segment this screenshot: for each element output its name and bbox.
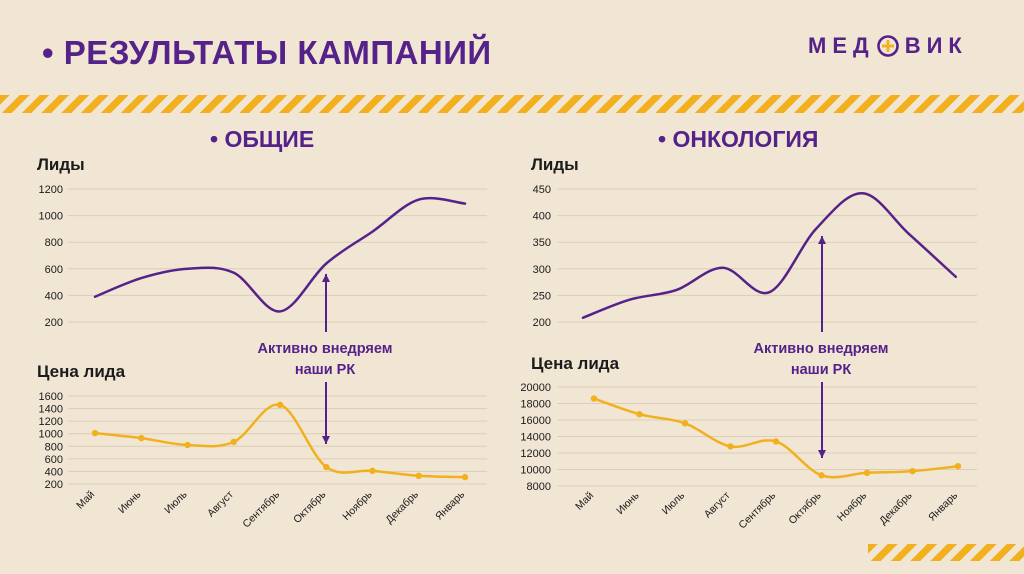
data-point <box>369 467 376 474</box>
data-point <box>415 472 422 480</box>
arrow-head <box>818 236 826 244</box>
brand-logo: МЕД ВИК <box>808 33 968 59</box>
y-tick-label: 600 <box>45 454 63 466</box>
x-tick-label: Август <box>702 490 733 521</box>
arrow-head <box>322 436 330 444</box>
chart-3: 200 250 300 350 400 450 <box>533 184 977 329</box>
data-point <box>138 434 145 442</box>
x-tick-label: Сентябрь <box>240 488 282 530</box>
data-point <box>276 401 284 408</box>
x-tick-label: Июнь <box>116 488 144 516</box>
data-point <box>323 463 330 471</box>
x-tick-label: Май <box>573 490 596 513</box>
data-point <box>461 473 469 481</box>
annotation-right-line2: наши РК <box>791 362 852 378</box>
y-tick-label: 1200 <box>39 184 63 196</box>
annotation-arrow-up-right <box>818 236 826 332</box>
data-point <box>636 411 643 418</box>
chart-1: 200 400 600 800 1000 1200 <box>39 184 487 329</box>
y-tick-label: 20000 <box>520 382 551 394</box>
page-title: • РЕЗУЛЬТАТЫ КАМПАНИЙ <box>42 34 492 71</box>
lead-price-label-right: Цена лида <box>531 354 620 373</box>
x-tick-label: Октябрь <box>786 489 824 527</box>
lead-price-label-left: Цена лида <box>37 362 126 381</box>
annotation-right-line1: Активно внедряем <box>754 341 889 357</box>
section-title-general: • ОБЩИЕ <box>210 126 315 152</box>
y-tick-label: 8000 <box>527 481 551 493</box>
leads-label-left: Лиды <box>37 155 85 174</box>
decorative-stripe <box>0 95 1024 113</box>
y-tick-label: 1400 <box>39 404 63 416</box>
data-point <box>863 469 871 476</box>
y-tick-label: 400 <box>45 290 63 302</box>
x-tick-label: Сентябрь <box>736 489 778 531</box>
series-line <box>592 397 960 479</box>
y-tick-label: 450 <box>533 184 551 196</box>
x-tick-label: Июнь <box>614 489 642 517</box>
y-tick-label: 250 <box>533 290 551 302</box>
y-tick-label: 1000 <box>39 429 63 441</box>
data-point <box>681 420 689 427</box>
series-line <box>581 192 958 319</box>
data-point <box>230 438 237 446</box>
y-tick-label: 300 <box>533 264 551 276</box>
y-tick-label: 800 <box>45 237 63 249</box>
arrow-head <box>322 274 330 282</box>
y-tick-label: 200 <box>533 317 551 329</box>
data-point <box>91 429 99 437</box>
y-tick-label: 1600 <box>39 391 63 403</box>
annotation-arrow-down-right <box>818 382 826 458</box>
y-tick-label: 800 <box>45 441 63 453</box>
y-tick-label: 16000 <box>520 415 551 427</box>
data-point <box>772 438 780 445</box>
data-point <box>909 467 916 475</box>
annotation-left-line2: наши РК <box>295 362 356 378</box>
x-tick-label: Ноябрь <box>835 489 870 524</box>
x-tick-label: Август <box>205 489 236 520</box>
x-tick-label: Май <box>74 489 97 512</box>
x-tick-label: Ноябрь <box>340 488 375 523</box>
x-tick-label: Январь <box>433 488 467 522</box>
data-point <box>727 443 734 450</box>
y-tick-label: 400 <box>45 466 63 478</box>
decorative-stripe-bottom <box>868 544 1024 561</box>
x-tick-label: Декабрь <box>383 488 421 526</box>
leads-label-right: Лиды <box>531 155 579 174</box>
logo-text-right: ВИК <box>904 33 968 58</box>
y-tick-label: 350 <box>533 237 551 249</box>
y-tick-label: 12000 <box>520 448 551 460</box>
y-tick-label: 18000 <box>520 399 551 411</box>
arrow-head <box>818 450 826 458</box>
y-tick-label: 600 <box>45 264 63 276</box>
x-tick-label: Июль <box>162 488 190 516</box>
logo-cross-icon <box>876 35 899 57</box>
data-point <box>184 441 191 449</box>
chart-4: 8000 10000 12000 14000 16000 18000 20000 Май Июн… <box>520 382 977 531</box>
y-tick-label: 1200 <box>39 416 63 428</box>
y-tick-label: 200 <box>45 479 63 491</box>
data-point <box>954 463 962 470</box>
annotation-left-line1: Активно внедряем <box>258 341 393 357</box>
x-tick-label: Октябрь <box>291 488 329 526</box>
x-tick-label: Декабрь <box>877 489 915 527</box>
y-tick-label: 14000 <box>520 432 551 444</box>
y-tick-label: 200 <box>45 317 63 329</box>
data-point <box>590 395 598 402</box>
y-tick-label: 1000 <box>39 211 63 223</box>
series-line <box>93 196 467 313</box>
y-tick-label: 400 <box>533 211 551 223</box>
x-tick-label: Июль <box>660 489 688 517</box>
logo-text-left: МЕД <box>808 33 875 58</box>
annotation-arrow-up-left <box>322 274 330 332</box>
section-title-oncology: • ОНКОЛОГИЯ <box>658 126 819 152</box>
x-tick-label: Январь <box>926 489 960 523</box>
data-point <box>818 472 825 479</box>
annotation-arrow-down-left <box>322 382 330 444</box>
y-tick-label: 10000 <box>520 465 551 477</box>
series-line <box>93 403 467 479</box>
